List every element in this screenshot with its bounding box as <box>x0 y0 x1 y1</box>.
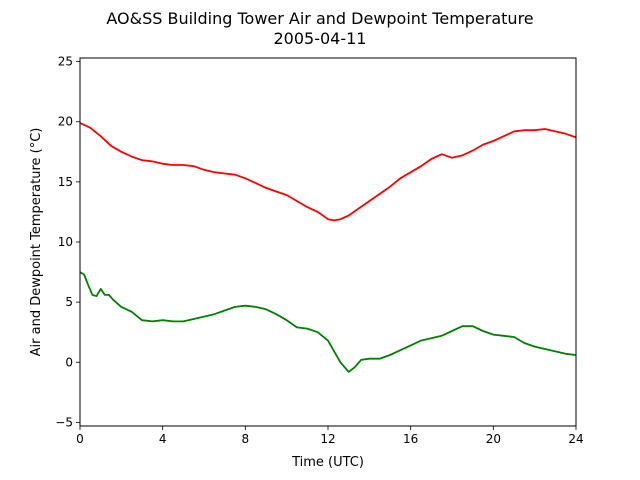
x-tick-label: 0 <box>76 432 84 446</box>
y-tick-label: 5 <box>65 295 73 309</box>
x-tick-label: 24 <box>568 432 583 446</box>
x-tick-label: 8 <box>242 432 250 446</box>
plot-frame <box>79 57 577 427</box>
series-line-1 <box>79 122 577 222</box>
x-tick-label: 20 <box>486 432 501 446</box>
series-line-2 <box>79 271 577 373</box>
plot-area <box>79 122 577 373</box>
x-axis: 0 4 8 12 16 20 24 <box>76 426 584 446</box>
chart-subtitle: 2005-04-11 <box>274 29 367 48</box>
y-tick-label: 20 <box>58 115 73 129</box>
y-axis: −5 0 5 10 15 20 25 <box>55 55 80 429</box>
y-axis-label: Air and Dewpoint Temperature (°C) <box>29 128 44 357</box>
x-tick-label: 12 <box>320 432 335 446</box>
x-tick-label: 4 <box>159 432 167 446</box>
x-tick-label: 16 <box>403 432 418 446</box>
y-tick-label: 0 <box>65 355 73 369</box>
y-tick-label: 15 <box>58 175 73 189</box>
y-tick-label: 25 <box>58 55 73 69</box>
chart-title: AO&SS Building Tower Air and Dewpoint Te… <box>106 9 533 28</box>
y-tick-label: 10 <box>58 235 73 249</box>
x-axis-label: Time (UTC) <box>291 455 364 470</box>
y-tick-label: −5 <box>55 415 73 429</box>
